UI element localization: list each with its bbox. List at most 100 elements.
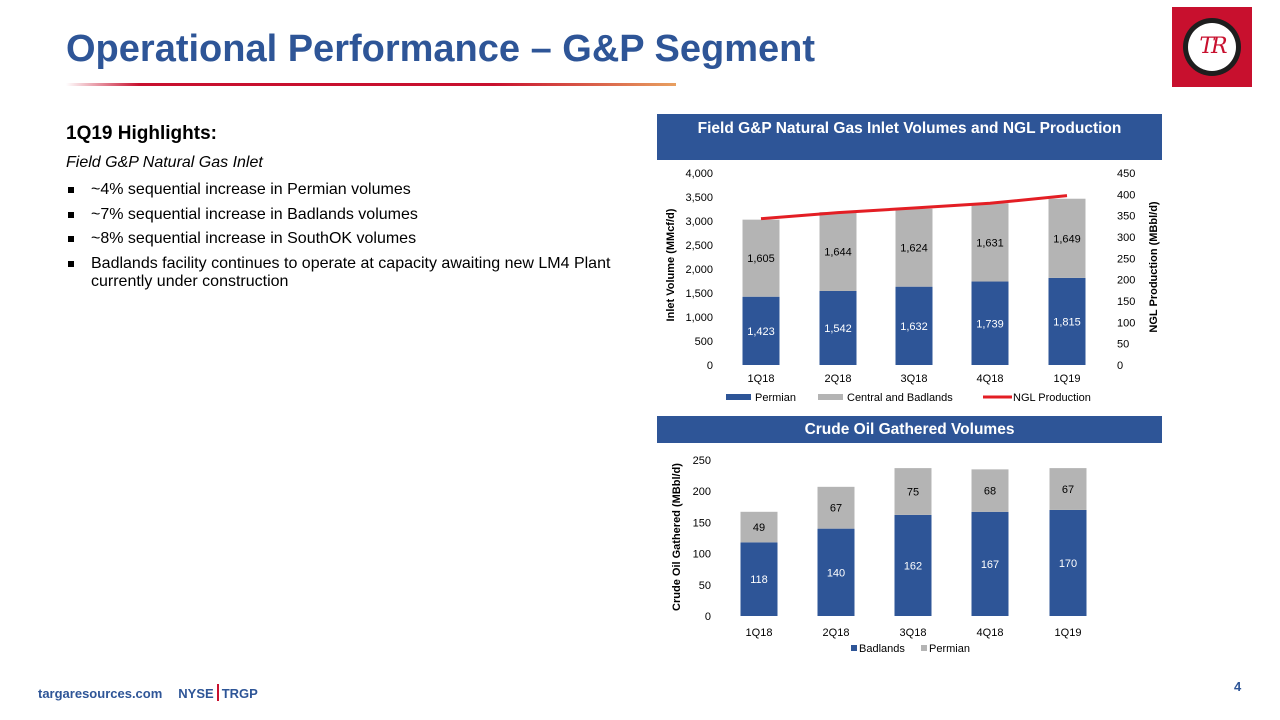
bar-badlands [1049,509,1087,616]
legend-label-ngl-production: NGL Production [1013,392,1091,404]
bar-central-badlands [819,212,857,291]
highlights-list: ~4% sequential increase in Permian volum… [66,181,626,298]
y-tick-label: 2,500 [685,240,713,252]
bar-badlands [971,511,1009,616]
y-axis-label: Crude Oil Gathered (MBbl/d) [671,463,683,611]
data-label-permian: 1,542 [824,323,852,335]
highlight-text: ~7% sequential increase in Badlands volu… [91,205,418,223]
legend-label-permian: Permian [755,392,796,404]
x-tick-label: 4Q18 [977,373,1004,385]
y-axis-label: Inlet Volume (MMcf/d) [665,208,677,321]
data-label-badlands: 167 [981,559,999,571]
y-tick-label: 4,000 [685,168,713,180]
y-tick-label: 3,500 [685,192,713,204]
ngl-production-line [760,194,1068,221]
bullet-square-icon [68,211,74,218]
crude-chart-title: Crude Oil Gathered Volumes [657,416,1162,443]
data-label-central-badlands: 1,644 [824,247,852,259]
bar-central-badlands [742,219,780,297]
footer-exchange: NYSE [178,686,214,701]
data-label-badlands: 140 [827,567,845,579]
y2-tick-label: 350 [1117,211,1135,223]
y2-tick-label: 0 [1117,360,1123,372]
bar-badlands [894,514,932,616]
legend-swatch-permian [726,394,751,400]
legend-label-permian: Permian [929,643,970,655]
highlights-title: 1Q19 Highlights: [66,123,217,144]
x-tick-label: 1Q19 [1054,373,1081,385]
x-tick-label: 1Q19 [1055,627,1082,639]
data-label-permian: 67 [1062,484,1074,496]
footer-separator [216,684,219,701]
highlight-item: ~4% sequential increase in Permian volum… [66,181,626,200]
data-label-central-badlands: 1,624 [900,243,928,255]
title-underline [66,83,676,86]
x-tick-label: 3Q18 [901,373,928,385]
y2-axis-label: NGL Production (MBbl/d) [1148,201,1160,333]
bar-permian [819,290,857,365]
bar-badlands [740,542,778,616]
data-label-permian: 1,423 [747,326,775,338]
x-tick-label: 1Q18 [746,627,773,639]
x-tick-label: 1Q18 [748,373,775,385]
data-label-badlands: 162 [904,560,922,572]
y2-tick-label: 400 [1117,189,1135,201]
y-tick-label: 50 [699,580,711,592]
data-label-permian: 1,739 [976,318,1004,330]
y-tick-label: 150 [693,517,711,529]
logo-inner [1188,23,1236,71]
data-label-central-badlands: 1,631 [976,237,1004,249]
bullet-square-icon [68,236,74,242]
highlight-item: Badlands facility continues to operate a… [66,255,626,292]
y2-tick-label: 200 [1117,275,1135,287]
legend-swatch-permian [921,645,927,651]
x-tick-label: 2Q18 [823,627,850,639]
y2-tick-label: 450 [1117,168,1135,180]
legend-label-central-badlands: Central and Badlands [847,392,953,404]
data-label-central-badlands: 1,605 [747,253,775,265]
bullet-square-icon [68,260,74,267]
y2-tick-label: 300 [1117,232,1135,244]
x-tick-label: 4Q18 [977,627,1004,639]
bar-permian [742,296,780,365]
y-tick-label: 0 [705,611,711,623]
footer-website[interactable]: targaresources.com [38,686,163,701]
data-label-central-badlands: 1,649 [1053,233,1081,245]
highlight-item: ~7% sequential increase in Badlands volu… [66,206,626,225]
bar-permian [895,286,933,365]
page-title: Operational Performance – G&P Segment [66,28,815,70]
bar-permian [971,469,1009,512]
bar-central-badlands [971,203,1009,282]
y-tick-label: 1,500 [685,288,713,300]
data-label-permian: 68 [984,486,996,498]
logo-text: TR [1199,34,1227,59]
highlights-subtitle: Field G&P Natural Gas Inlet [66,154,263,171]
y-tick-label: 0 [707,360,713,372]
bar-central-badlands [895,208,933,287]
highlight-item: ~8% sequential increase in SouthOK volum… [66,230,626,249]
bar-permian [817,486,855,529]
x-tick-label: 3Q18 [900,627,927,639]
inlet-chart-title: Field G&P Natural Gas Inlet Volumes and … [657,114,1162,160]
highlight-text: Badlands facility continues to operate a… [91,254,611,291]
y-tick-label: 500 [695,336,713,348]
bar-permian [971,281,1009,365]
y2-tick-label: 100 [1117,317,1135,329]
highlight-text: ~4% sequential increase in Permian volum… [91,181,411,198]
footer-ticker: TRGP [221,686,258,701]
data-label-permian: 75 [907,487,919,499]
y-tick-label: 1,000 [685,312,713,324]
data-label-permian: 49 [753,522,765,534]
data-label-permian: 1,815 [1053,316,1081,328]
y-tick-label: 100 [693,549,711,561]
y-tick-label: 3,000 [685,216,713,228]
y-tick-label: 2,000 [685,264,713,276]
bar-permian [894,468,932,515]
bar-permian [1049,468,1087,510]
bar-permian [1048,277,1086,365]
data-label-permian: 1,632 [900,321,928,333]
legend-swatch-central-badlands [818,394,843,400]
bullet-square-icon [68,187,74,193]
data-label-badlands: 170 [1059,558,1077,570]
